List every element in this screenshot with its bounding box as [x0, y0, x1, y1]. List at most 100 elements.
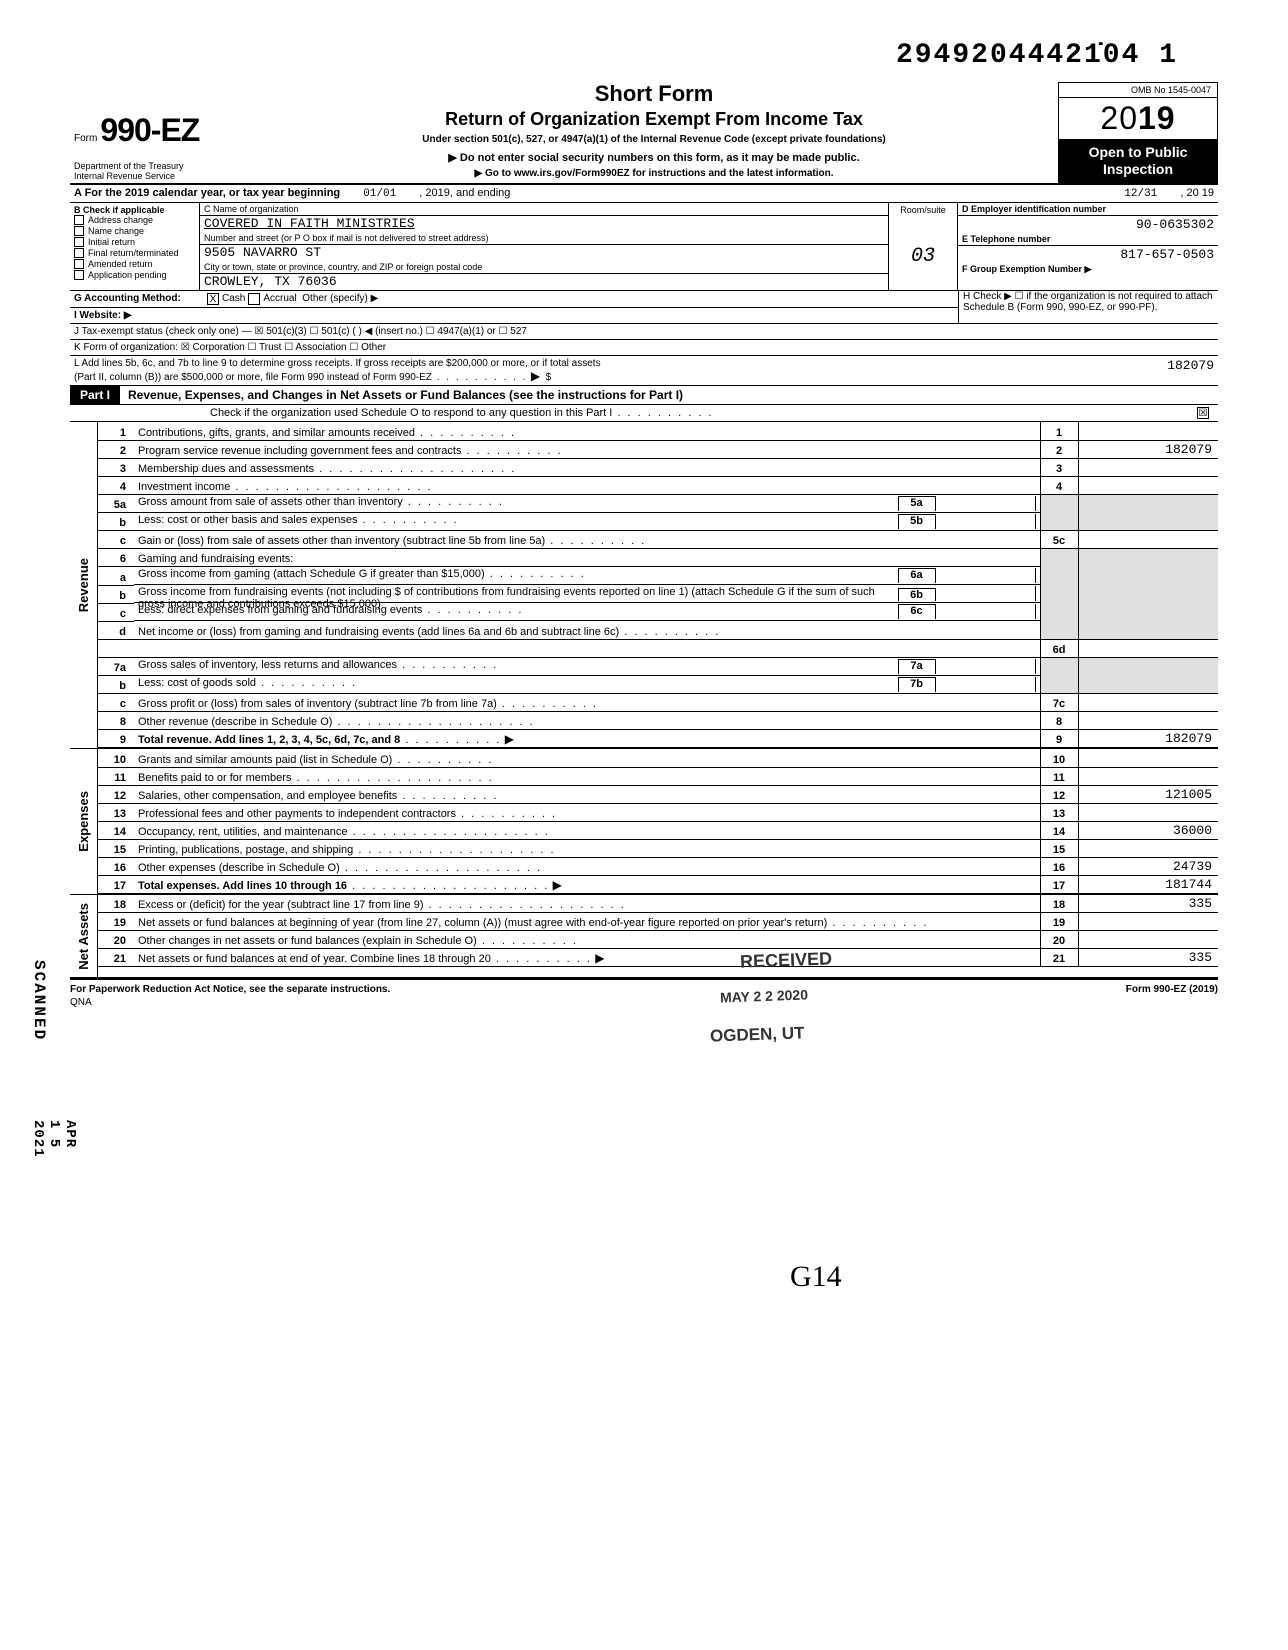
ln6b-iln: 6b — [898, 588, 936, 601]
part-1-label: Part I — [70, 386, 120, 404]
ln9-desc: Total revenue. Add lines 1, 2, 3, 4, 5c,… — [138, 734, 400, 746]
cb-initial-return-label: Initial return — [88, 237, 135, 247]
ln6d-box: 6d — [1040, 639, 1078, 657]
form-number: 990-EZ — [100, 112, 199, 148]
ln1-num: 1 — [98, 422, 134, 440]
ln17-num: 17 — [98, 875, 134, 893]
netassets-side-label: Net Assets — [74, 895, 93, 978]
cb-address-change[interactable] — [74, 215, 84, 225]
cb-cash[interactable]: X — [207, 293, 219, 305]
cb-final-return[interactable] — [74, 248, 84, 258]
ln12-amt: 121005 — [1078, 785, 1218, 803]
ln5b-num: b — [98, 513, 134, 531]
ln3-box: 3 — [1040, 458, 1078, 476]
ln19-num: 19 — [98, 913, 134, 931]
city-value: CROWLEY, TX 76036 — [200, 274, 888, 290]
ln4-box: 4 — [1040, 476, 1078, 494]
tax-year-end: 12/31 — [1104, 188, 1177, 200]
check-o-box[interactable]: ☒ — [1197, 407, 1209, 419]
ln5b-iln: 5b — [898, 514, 936, 529]
ln6c-iln: 6c — [898, 604, 936, 619]
other-label: Other (specify) ▶ — [302, 293, 378, 305]
room-label: Room/suite — [893, 205, 953, 215]
ln21-num: 21 — [98, 949, 134, 967]
row-j-tax-exempt: J Tax-exempt status (check only one) — ☒… — [70, 324, 1218, 340]
ln18-amt: 335 — [1078, 895, 1218, 913]
ln6b-num: b — [98, 585, 134, 603]
street-label: Number and street (or P O box if mail is… — [204, 233, 884, 243]
footer-form: Form 990-EZ (2019) — [1126, 984, 1218, 995]
do-not-enter-ssn: ▶ Do not enter social security numbers o… — [258, 151, 1050, 164]
ln17-amt: 181744 — [1078, 875, 1218, 893]
ln13-num: 13 — [98, 803, 134, 821]
ln15-box: 15 — [1040, 839, 1078, 857]
ln12-box: 12 — [1040, 785, 1078, 803]
cb-initial-return[interactable] — [74, 237, 84, 247]
ln8-box: 8 — [1040, 712, 1078, 730]
ln10-desc: Grants and similar amounts paid (list in… — [138, 754, 392, 766]
row-k-form-org: K Form of organization: ☒ Corporation ☐ … — [70, 340, 1218, 356]
org-name-label: C Name of organization — [200, 203, 888, 216]
ln21-desc: Net assets or fund balances at end of ye… — [138, 953, 491, 965]
ln4-num: 4 — [98, 476, 134, 494]
ln13-amt — [1078, 803, 1218, 821]
cb-amended-return[interactable] — [74, 259, 84, 269]
cb-accrual[interactable] — [248, 293, 260, 305]
ln4-amt — [1078, 476, 1218, 494]
ln6a-desc: Gross income from gaming (attach Schedul… — [138, 568, 485, 580]
ln16-amt: 24739 — [1078, 857, 1218, 875]
ln6a-num: a — [98, 567, 134, 586]
ln21-amt: 335 — [1078, 949, 1218, 967]
ln17-desc: Total expenses. Add lines 10 through 16 — [138, 880, 347, 892]
ln11-amt — [1078, 767, 1218, 785]
gross-receipts-amt: 182079 — [1074, 358, 1214, 383]
ln16-num: 16 — [98, 857, 134, 875]
ln20-desc: Other changes in net assets or fund bala… — [138, 935, 477, 947]
ln7c-desc: Gross profit or (loss) from sales of inv… — [138, 698, 497, 710]
cb-application-pending[interactable] — [74, 270, 84, 280]
ln14-num: 14 — [98, 821, 134, 839]
ln14-amt: 36000 — [1078, 821, 1218, 839]
return-title: Return of Organization Exempt From Incom… — [258, 109, 1050, 130]
ln1-desc: Contributions, gifts, grants, and simila… — [138, 427, 415, 439]
ln18-num: 18 — [98, 895, 134, 913]
ln17-box: 17 — [1040, 875, 1078, 893]
accounting-method-label: G Accounting Method: — [74, 293, 204, 305]
ln7a-iln: 7a — [898, 659, 936, 674]
ln15-num: 15 — [98, 839, 134, 857]
ln5c-num: c — [98, 531, 134, 549]
ln4-desc: Investment income — [138, 481, 230, 493]
ln1-box: 1 — [1040, 422, 1078, 440]
dept-treasury: Department of the Treasury — [74, 161, 242, 171]
ln6d-num: d — [98, 621, 134, 639]
ln6b-desc: Gross income from fundraising events (no… — [138, 586, 898, 601]
ln7a-desc: Gross sales of inventory, less returns a… — [138, 659, 397, 671]
ln6d-desc: Net income or (loss) from gaming and fun… — [138, 626, 619, 638]
row-a-end2: , 20 19 — [1180, 187, 1214, 199]
row-h: H Check ▶ ☐ if the organization is not r… — [958, 291, 1218, 323]
row-a-mid: , 2019, and ending — [419, 187, 510, 199]
cb-address-change-label: Address change — [88, 215, 153, 225]
ln5a-num: 5a — [98, 494, 134, 513]
ln2-amt: 182079 — [1078, 440, 1218, 458]
handwritten-code: G14 — [790, 1260, 842, 1294]
ln3-desc: Membership dues and assessments — [138, 463, 314, 475]
ln2-desc: Program service revenue including govern… — [138, 445, 461, 457]
tax-year-begin: 01/01 — [343, 188, 416, 200]
ln21-box: 21 — [1040, 949, 1078, 967]
ln19-desc: Net assets or fund balances at beginning… — [138, 917, 827, 929]
ln9-amt: 182079 — [1078, 730, 1218, 748]
ln20-amt — [1078, 931, 1218, 949]
ln19-box: 19 — [1040, 913, 1078, 931]
ln5c-desc: Gain or (loss) from sale of assets other… — [138, 535, 545, 547]
ln9-box: 9 — [1040, 730, 1078, 748]
row-a-label: A For the 2019 calendar year, or tax yea… — [74, 187, 340, 199]
cb-amended-return-label: Amended return — [88, 259, 153, 269]
cb-name-change[interactable] — [74, 226, 84, 236]
ln7c-num: c — [98, 694, 134, 712]
ln13-box: 13 — [1040, 803, 1078, 821]
ln6c-desc: Less: direct expenses from gaming and fu… — [138, 604, 422, 616]
ln7a-num: 7a — [98, 657, 134, 676]
ln5c-box: 5c — [1040, 531, 1078, 549]
cb-name-change-label: Name change — [88, 226, 144, 236]
